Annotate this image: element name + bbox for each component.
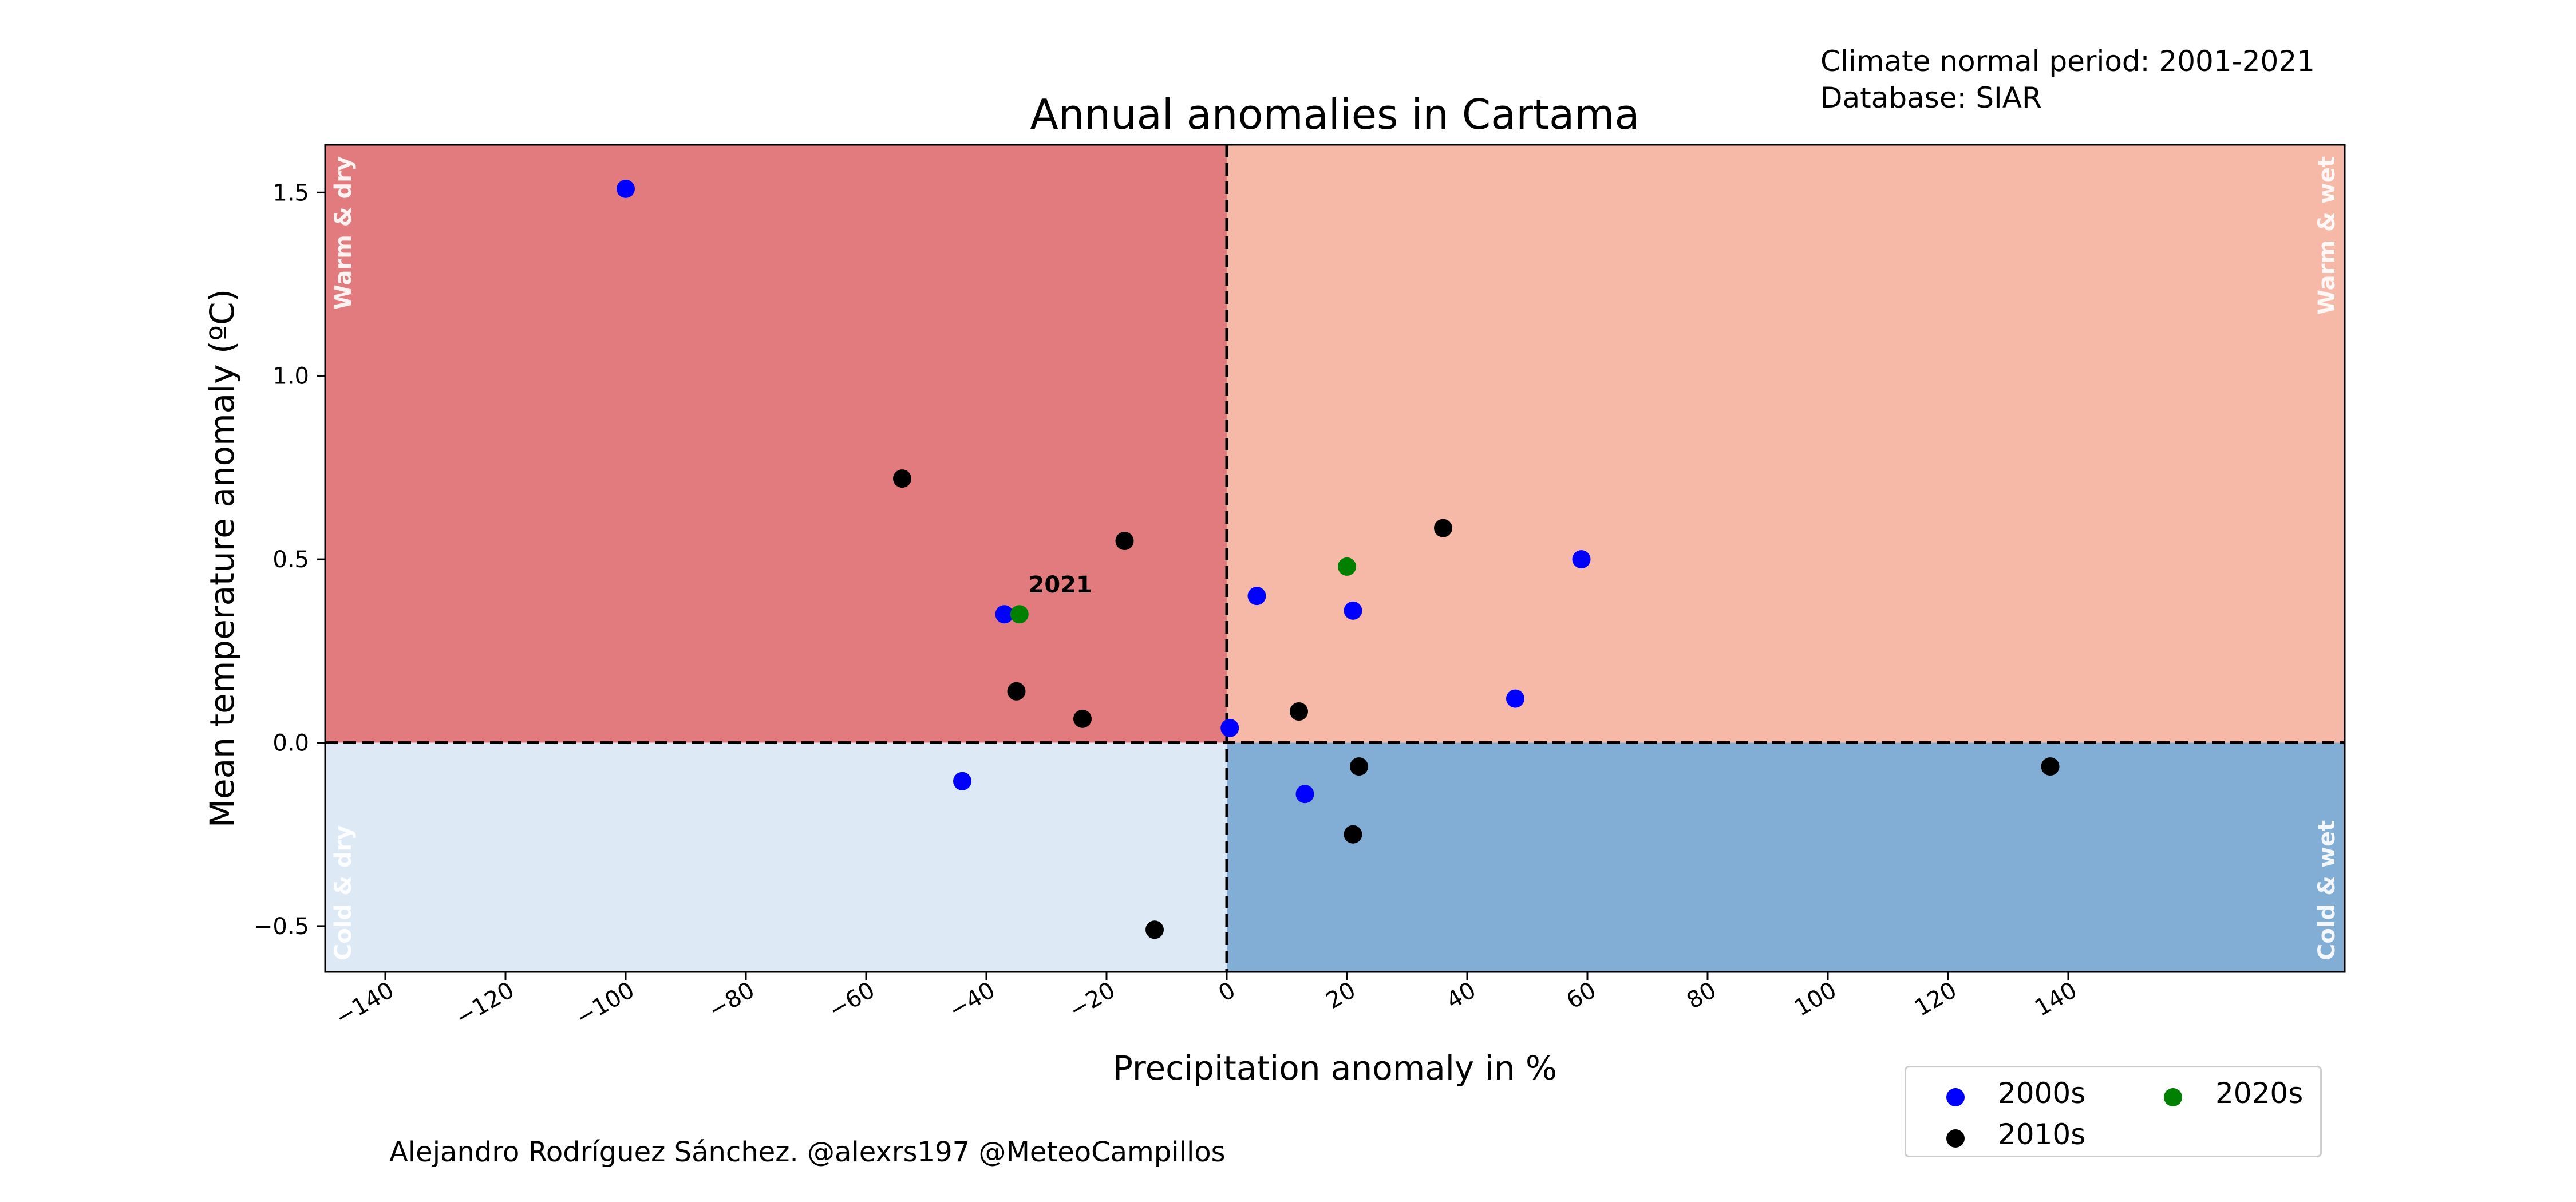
point-2000s-8 — [953, 772, 971, 790]
point-2010s-7 — [1350, 757, 1368, 776]
x-tick-label: −20 — [1065, 977, 1120, 1024]
y-tick-label: 0.0 — [272, 730, 309, 757]
point-2000s-5 — [1573, 550, 1591, 568]
legend-marker-2000s — [1946, 1088, 1965, 1106]
quadrant-warm-wet — [1227, 145, 2345, 743]
x-tick-label: 40 — [1442, 977, 1480, 1014]
point-2010s-9 — [2041, 757, 2060, 776]
database-text: Database: SIAR — [1820, 81, 2042, 114]
quadrant-label-warm-wet: Warm & wet — [2314, 156, 2340, 315]
legend-marker-2010s — [1946, 1129, 1965, 1148]
x-tick-label: 140 — [2030, 977, 2081, 1022]
point-2010s-4 — [1073, 710, 1092, 728]
x-tick-label: 100 — [1790, 977, 1841, 1022]
legend-label-2000s: 2000s — [1998, 1077, 2085, 1110]
point-2020s-2 — [1338, 557, 1356, 576]
quadrant-cold-wet — [1227, 743, 2345, 972]
x-tick-label: 80 — [1682, 977, 1721, 1014]
quadrant-label-cold-wet: Cold & wet — [2314, 820, 2340, 960]
point-2000s-1 — [617, 180, 635, 198]
annotation-2021: 2021 — [1029, 572, 1092, 598]
point-2000s-9 — [1296, 785, 1314, 803]
legend: 2000s 2020s 2010s — [1905, 1066, 2322, 1157]
point-2010s-6 — [1290, 702, 1308, 721]
y-axis-ticks: −0.5 0.0 0.5 1.0 1.5 — [254, 180, 325, 940]
quadrant-label-warm-dry: Warm & dry — [330, 156, 357, 310]
x-tick-label: −120 — [451, 977, 519, 1031]
point-2010s-8 — [1344, 825, 1362, 844]
point-2000s-4 — [1344, 602, 1362, 620]
y-tick-label: 1.5 — [272, 180, 309, 206]
point-2010s-1 — [893, 469, 911, 488]
y-tick-label: −0.5 — [254, 914, 309, 940]
point-2000s-6 — [1506, 690, 1524, 708]
y-tick-label: 0.5 — [272, 547, 309, 573]
point-2000s-7 — [1220, 719, 1239, 737]
x-axis-ticks: −140 −120 −100 −80 −60 −40 −20 0 20 40 60 80 100 120 1… — [331, 972, 2081, 1031]
legend-label-2010s: 2010s — [1998, 1118, 2085, 1151]
point-2010s-10 — [1145, 920, 1164, 939]
point-2010s-2 — [1116, 532, 1134, 550]
x-tick-label: −100 — [571, 977, 639, 1031]
annotations: 2021 — [1029, 572, 1092, 598]
x-axis-label: Precipitation anomaly in % — [1113, 1049, 1557, 1088]
x-tick-label: −60 — [824, 977, 879, 1024]
quadrant-warm-dry — [325, 145, 1227, 743]
legend-marker-2020s — [2164, 1088, 2182, 1106]
quadrant-cold-dry — [325, 743, 1227, 972]
quadrant-backgrounds — [325, 145, 2345, 972]
x-tick-label: −140 — [331, 977, 398, 1031]
point-2000s-3 — [1248, 587, 1266, 605]
legend-label-2020s: 2020s — [2215, 1077, 2303, 1110]
chart-title: Annual anomalies in Cartama — [1030, 90, 1639, 139]
climate-normal-period-text: Climate normal period: 2001-2021 — [1820, 45, 2315, 78]
point-2020s-1 — [1010, 605, 1029, 623]
x-tick-label: 0 — [1214, 977, 1240, 1007]
y-axis-label: Mean temperature anomaly (ºC) — [203, 289, 242, 828]
x-tick-label: 20 — [1322, 977, 1360, 1014]
x-tick-label: 60 — [1562, 977, 1601, 1014]
author-credit: Alejandro Rodríguez Sánchez. @alexrs197 … — [389, 1136, 1226, 1168]
x-tick-label: −40 — [945, 977, 999, 1024]
point-2010s-5 — [1434, 519, 1452, 537]
y-tick-label: 1.0 — [272, 363, 309, 390]
point-2010s-3 — [1008, 682, 1026, 701]
x-tick-label: 120 — [1910, 977, 1961, 1022]
quadrant-label-cold-dry: Cold & dry — [330, 825, 357, 960]
x-tick-label: −80 — [704, 977, 759, 1024]
